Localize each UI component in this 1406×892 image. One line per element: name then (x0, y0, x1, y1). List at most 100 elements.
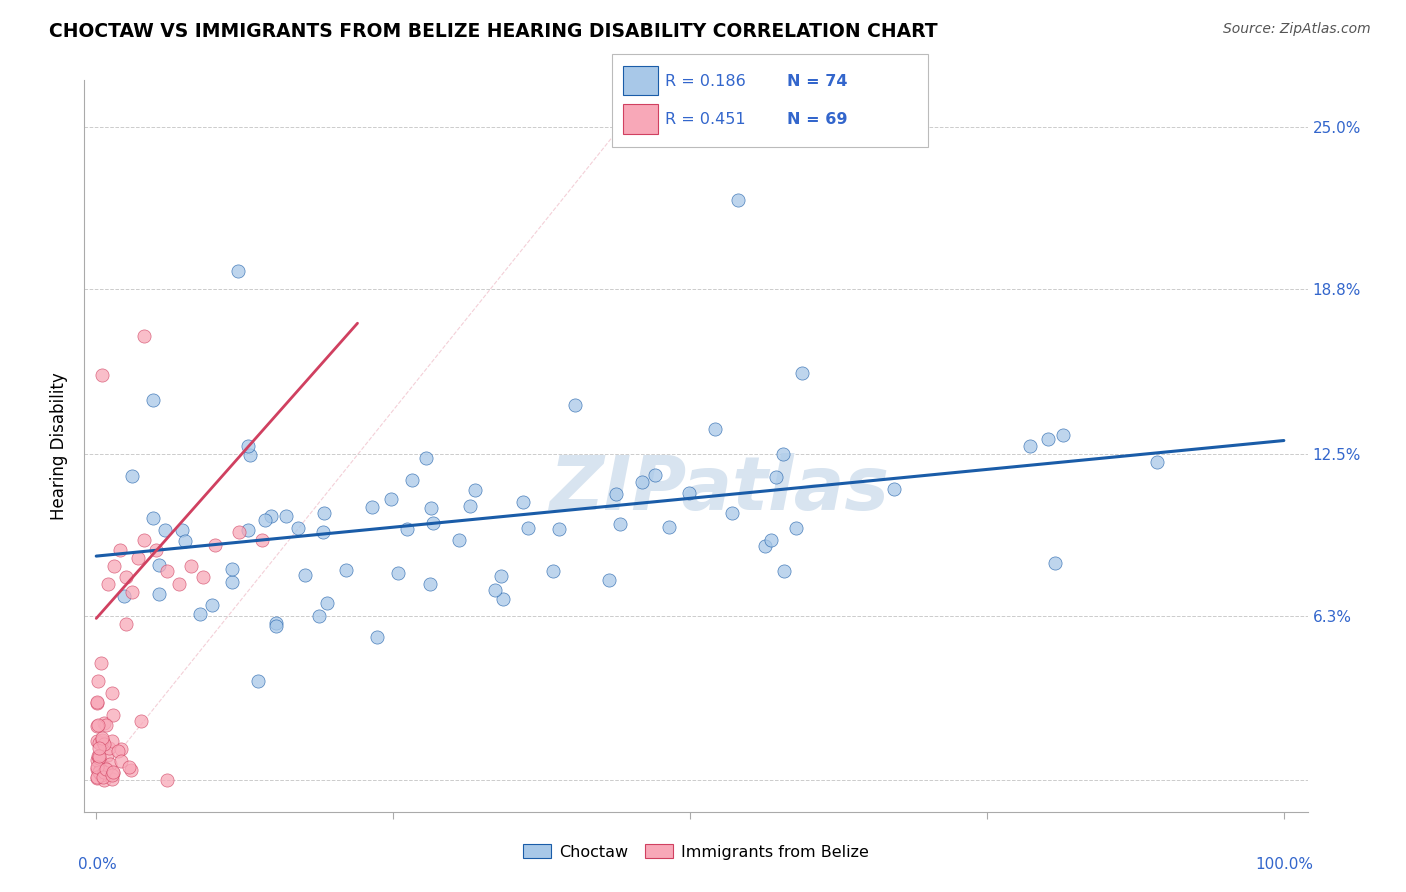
Point (127, 551, 149, 566)
Point (91, 770, 114, 784)
Point (86, 771, 108, 785)
Point (100, 768, 122, 782)
Point (1045, 557, 1067, 571)
Point (772, 448, 794, 462)
Point (121, 469, 143, 483)
Point (156, 565, 179, 579)
Point (89, 762, 111, 776)
Point (366, 630, 388, 644)
Point (239, 448, 262, 462)
Point (396, 522, 419, 536)
Point (91, 733, 114, 747)
Point (772, 564, 794, 578)
Point (93, 764, 115, 779)
Point (148, 587, 170, 601)
Text: R = 0.451: R = 0.451 (665, 112, 745, 127)
Point (266, 619, 288, 633)
Point (86, 754, 108, 768)
Point (91, 735, 114, 749)
Point (94, 762, 117, 776)
Point (103, 765, 125, 780)
Point (721, 506, 744, 520)
Point (316, 596, 339, 610)
Point (86, 762, 108, 776)
Point (107, 743, 129, 757)
Point (609, 517, 631, 532)
Point (87, 748, 110, 763)
Point (86, 695, 108, 709)
Point (276, 508, 298, 523)
Point (174, 533, 197, 548)
Point (883, 482, 905, 496)
Point (87, 764, 110, 779)
Point (93, 737, 115, 751)
Point (101, 733, 124, 747)
Point (87, 736, 110, 750)
Point (180, 559, 202, 574)
Point (287, 521, 309, 535)
Point (155, 523, 177, 537)
Point (87, 750, 110, 764)
Point (564, 398, 586, 412)
Point (103, 559, 125, 574)
Point (91, 368, 114, 383)
Point (785, 521, 807, 535)
Point (380, 491, 402, 506)
Point (492, 592, 515, 607)
Point (86, 759, 108, 773)
Point (97, 577, 120, 591)
Point (312, 507, 335, 521)
Point (484, 582, 506, 597)
Point (548, 522, 571, 536)
Point (512, 495, 534, 509)
Point (765, 470, 787, 484)
Point (226, 264, 249, 278)
Point (118, 759, 141, 773)
Point (86, 770, 108, 784)
Point (87, 673, 110, 688)
Point (115, 569, 138, 583)
Point (727, 194, 749, 208)
Point (129, 714, 152, 728)
Point (447, 533, 470, 547)
Point (86, 696, 108, 710)
Point (188, 607, 211, 622)
Point (221, 562, 243, 576)
Point (420, 501, 443, 516)
Point (236, 523, 259, 537)
Point (90, 766, 112, 780)
Point (260, 509, 283, 524)
Text: 100.0%: 100.0% (1256, 857, 1313, 872)
Point (89, 756, 111, 770)
Point (96, 748, 118, 763)
Point (754, 539, 776, 553)
Point (90, 768, 112, 782)
Point (132, 533, 155, 547)
Point (121, 585, 143, 599)
Point (419, 577, 441, 591)
Point (678, 485, 700, 500)
Point (1052, 427, 1074, 442)
Point (657, 520, 679, 534)
Point (605, 487, 627, 501)
Point (387, 566, 409, 580)
Point (87, 718, 110, 732)
Point (422, 516, 444, 530)
Point (541, 564, 564, 578)
Point (704, 422, 727, 436)
Point (360, 500, 382, 515)
Point (238, 439, 260, 453)
Text: N = 69: N = 69 (787, 112, 848, 127)
Point (115, 616, 138, 631)
Point (98, 756, 121, 771)
Point (759, 533, 782, 547)
Text: ZIPatlas: ZIPatlas (550, 453, 890, 526)
Point (120, 763, 142, 777)
Point (221, 575, 243, 590)
Point (517, 521, 540, 535)
Point (86, 734, 108, 748)
Point (142, 392, 165, 407)
Point (312, 525, 335, 540)
Point (464, 483, 486, 498)
Point (90, 656, 112, 670)
